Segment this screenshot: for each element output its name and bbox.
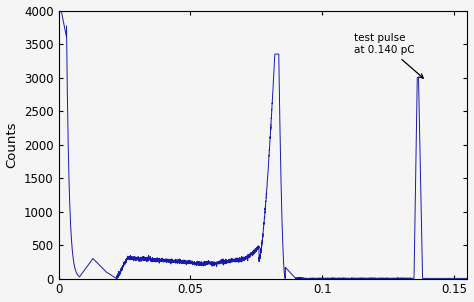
Y-axis label: Counts: Counts xyxy=(6,121,18,168)
Text: test pulse
at 0.140 pC: test pulse at 0.140 pC xyxy=(354,33,423,78)
